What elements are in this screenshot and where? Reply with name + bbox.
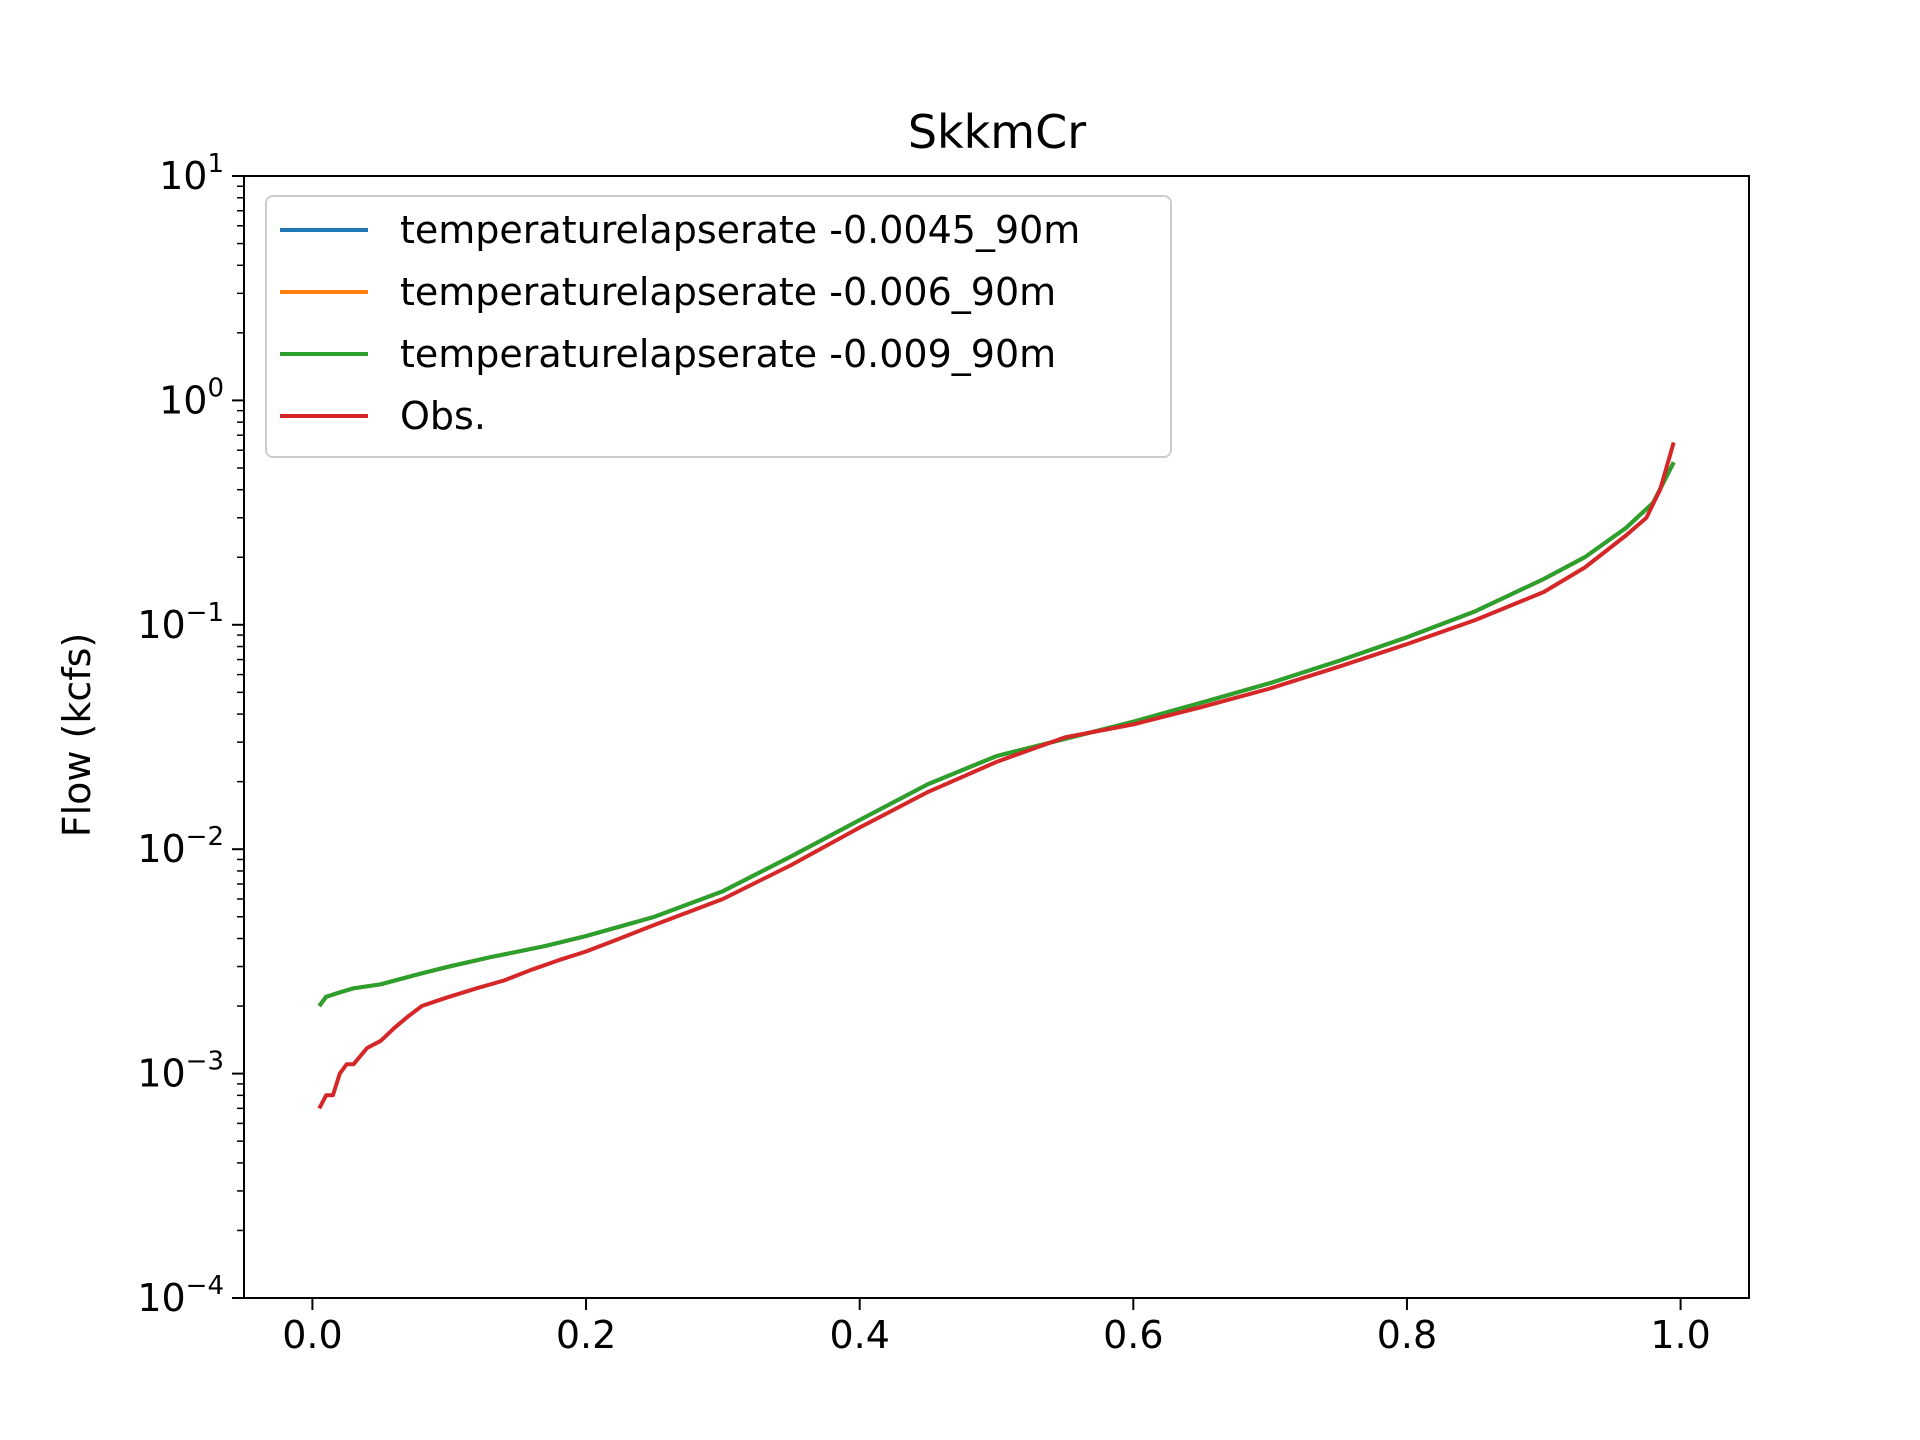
legend-label-0: temperaturelapserate -0.0045_90m: [400, 208, 1080, 252]
legend-items: temperaturelapserate -0.0045_90m temperat…: [280, 208, 1080, 438]
y-tick-exponent: −1: [186, 598, 224, 628]
y-axis-label: Flow (kcfs): [55, 633, 99, 838]
legend-label-2: temperaturelapserate -0.009_90m: [400, 332, 1056, 376]
series-line-3: [317, 441, 1676, 1110]
legend: temperaturelapserate -0.0045_90m temperat…: [265, 195, 1172, 458]
series-layer: [317, 441, 1676, 1110]
x-tick-label: 0.8: [1377, 1313, 1437, 1357]
legend-label-3: Obs.: [400, 394, 486, 438]
y-tick-base: 10: [137, 603, 185, 647]
y-tick-base: 10: [159, 378, 207, 422]
x-tick-label: 0.6: [1103, 1313, 1163, 1357]
y-tick-base: 10: [137, 1052, 185, 1096]
y-tick-exponent: −2: [186, 822, 224, 852]
y-tick-base: 10: [159, 154, 207, 198]
x-tick-label: 0.0: [282, 1313, 342, 1357]
legend-box: [265, 195, 1172, 458]
series-line-2: [317, 461, 1676, 1008]
y-tick-base: 10: [137, 827, 185, 871]
y-tick-label: 10−2: [137, 822, 224, 871]
plot-frame: [243, 175, 1750, 1299]
y-tick-base: 10: [137, 1276, 185, 1320]
chart-title: SkkmCr: [908, 105, 1086, 159]
y-tick-label: 10−3: [137, 1047, 224, 1096]
x-axis: 0.0 0.2 0.4 0.6 0.8 1.0: [282, 1298, 1711, 1357]
y-tick-exponent: 0: [207, 373, 224, 403]
y-tick-label: 101: [159, 149, 224, 198]
y-tick-label: 10−4: [137, 1271, 224, 1320]
plot-area: [243, 175, 1750, 1299]
y-tick-label: 10−1: [137, 598, 224, 647]
x-tick-label: 1.0: [1650, 1313, 1710, 1357]
y-tick-label: 100: [159, 373, 224, 422]
legend-label-1: temperaturelapserate -0.006_90m: [400, 270, 1056, 314]
y-tick-exponent: 1: [207, 149, 224, 179]
x-tick-label: 0.4: [829, 1313, 889, 1357]
y-tick-exponent: −3: [186, 1047, 224, 1077]
x-tick-label: 0.2: [556, 1313, 616, 1357]
y-tick-exponent: −4: [186, 1271, 224, 1301]
